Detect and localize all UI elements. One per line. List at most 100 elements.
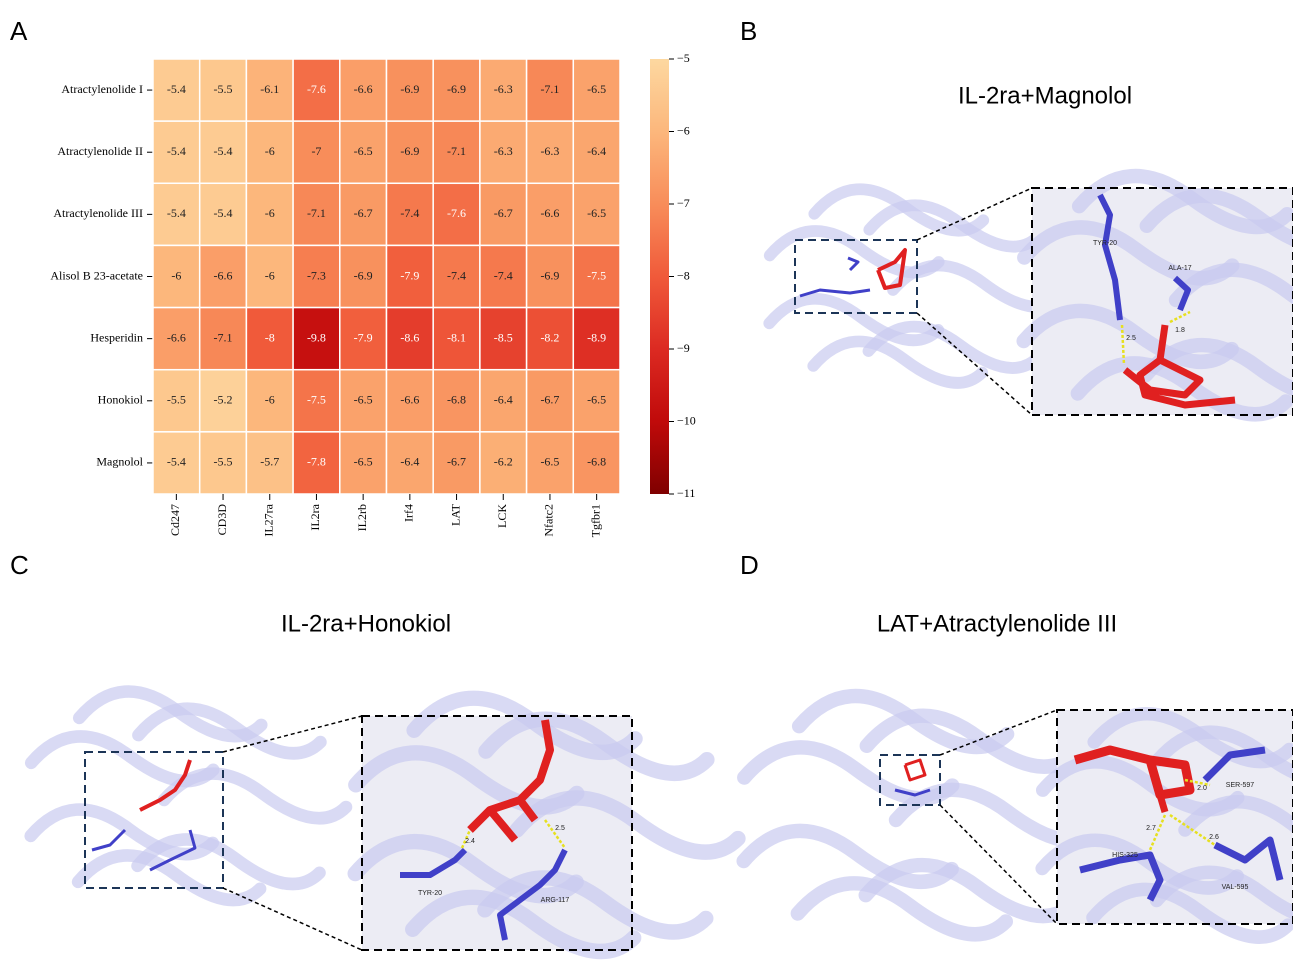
cell-label: -8.6 (400, 330, 419, 344)
cell-label: -6.3 (494, 82, 513, 96)
residue (1097, 193, 1123, 321)
zoom-connector (222, 887, 363, 951)
x-tick-label: IL2ra (308, 503, 322, 530)
cell-label: -6.9 (447, 82, 466, 96)
cell-label: -6.6 (214, 268, 233, 282)
zoom-connector (916, 312, 1033, 416)
panel-title: LAT+Atractylenolide III (877, 610, 1117, 637)
residue (894, 788, 931, 797)
protein-ribbon (1016, 303, 1239, 369)
protein-ribbon (763, 293, 945, 347)
row-label: Atractylenolide III (53, 206, 143, 220)
cell-label: -7.3 (307, 268, 326, 282)
residue-label: ARG-117 (541, 897, 570, 904)
h-bond (1184, 778, 1211, 787)
cell (198, 120, 248, 185)
protein-ribbon (132, 702, 327, 760)
cell-label: -7.6 (447, 206, 466, 220)
row-label: Atractylenolide II (57, 144, 143, 158)
residue-label: 2.5 (1126, 335, 1136, 342)
ligand (139, 759, 192, 812)
cell (292, 182, 341, 247)
protein-ribbon (1139, 188, 1293, 247)
cell (198, 58, 248, 122)
cell-label: -6 (265, 393, 275, 407)
residue-label: 2.5 (555, 825, 565, 832)
cell-label: -6.9 (400, 144, 419, 158)
cell-label: -5.4 (167, 455, 186, 469)
cell-label: -7.1 (447, 144, 466, 158)
cell-label: -8.1 (447, 330, 466, 344)
zoom-box (84, 751, 224, 889)
ligand (516, 797, 539, 823)
cell-label: -6.3 (494, 144, 513, 158)
residue-label: HIS-325 (1112, 852, 1138, 859)
zoom-box (1056, 709, 1293, 925)
residue (1213, 836, 1284, 881)
cell (152, 431, 201, 495)
cell-label: -6 (265, 268, 275, 282)
ligand (1156, 794, 1169, 813)
cell (479, 431, 528, 495)
cell (525, 431, 575, 495)
protein-ribbon (71, 849, 267, 907)
cell (572, 244, 621, 309)
cell-label: -6.7 (447, 455, 466, 469)
cell-label: -5.4 (167, 82, 186, 96)
residue-label: 2.4 (465, 838, 475, 845)
ligand (903, 758, 927, 782)
cell (525, 182, 575, 247)
cell-label: -6.6 (167, 330, 186, 344)
cell-label: -5.4 (214, 144, 233, 158)
row-label: Atractylenolide I (61, 82, 143, 96)
ligand (486, 807, 519, 843)
protein-ribbon (1017, 220, 1240, 286)
zoom-box (361, 715, 633, 951)
cell-label: -7.4 (494, 268, 513, 282)
zoom-box (879, 754, 941, 806)
residue (91, 828, 127, 852)
cell-label: -7.4 (447, 268, 466, 282)
cell-label: -5.2 (214, 393, 233, 407)
cell-label: -7.1 (540, 82, 559, 96)
zoom-box (1031, 187, 1293, 416)
cell-label: -6.8 (587, 455, 606, 469)
panel-title: IL-2ra+Honokiol (281, 610, 451, 637)
row-label: Honokiol (98, 393, 144, 407)
cell (572, 306, 621, 371)
cell (152, 306, 201, 371)
row-label: Magnolol (96, 455, 143, 469)
cell-label: -7.6 (307, 82, 326, 96)
cell (152, 120, 201, 185)
cell (339, 182, 388, 247)
ligand (467, 719, 554, 833)
cell-label: -5.4 (214, 206, 233, 220)
x-tick-label: Irf4 (402, 504, 416, 522)
residue (497, 848, 568, 941)
x-tick-label: IL2rb (355, 504, 369, 531)
cell (339, 306, 388, 371)
protein-ribbon (737, 740, 960, 806)
residue-label: 2.0 (1197, 785, 1207, 792)
cell-label: -5.5 (214, 82, 233, 96)
cell (525, 58, 575, 122)
cell-label: -5.4 (167, 144, 186, 158)
cell (339, 368, 388, 433)
colorbar (650, 59, 669, 494)
x-tick-label: Tgfbr1 (588, 504, 602, 537)
protein-ribbon (24, 730, 220, 788)
residue (1172, 275, 1191, 312)
cell (525, 306, 575, 371)
cell (572, 431, 621, 495)
cell (198, 306, 248, 371)
colorbar-label: −10 (677, 413, 696, 427)
cell-label: -6.4 (400, 455, 419, 469)
cell-label: -6.5 (354, 455, 373, 469)
cell (385, 431, 434, 495)
cell-label: -6.9 (540, 268, 559, 282)
h-bond (1169, 813, 1216, 847)
cell-label: -6.7 (354, 206, 373, 220)
x-tick-label: LCK (495, 504, 509, 528)
cell (198, 431, 248, 495)
